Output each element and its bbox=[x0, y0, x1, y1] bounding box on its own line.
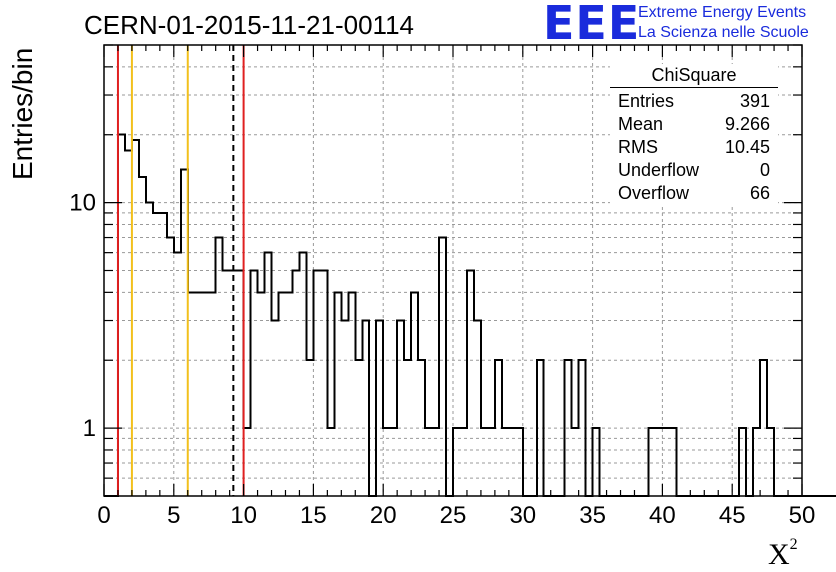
x-axis-label-base: X bbox=[768, 538, 790, 571]
stats-label: Underflow bbox=[618, 160, 700, 180]
stats-value: 0 bbox=[759, 160, 770, 180]
stats-label: Entries bbox=[618, 91, 675, 111]
organization-block: Extreme Energy Events La Scienza nelle S… bbox=[638, 3, 809, 43]
x-axis-label-superscript: 2 bbox=[789, 536, 798, 553]
stats-value: 66 bbox=[749, 183, 770, 203]
chart-title: CERN-01-2015-11-21-00114 bbox=[84, 10, 415, 40]
x-tick-label: 50 bbox=[789, 502, 816, 529]
x-tick-label: 45 bbox=[719, 502, 746, 529]
y-tick-label: 1 bbox=[83, 415, 96, 442]
stats-row-overflow: Overflow 66 bbox=[610, 182, 778, 205]
axes-frame bbox=[103, 44, 803, 497]
x-tick-label: 40 bbox=[649, 502, 676, 529]
stats-label: Overflow bbox=[618, 183, 690, 203]
x-tick-label: 35 bbox=[579, 502, 606, 529]
x-tick-label: 5 bbox=[167, 502, 180, 529]
x-axis-label: X2 bbox=[768, 536, 798, 572]
stats-title: ChiSquare bbox=[610, 64, 778, 88]
stats-row-mean: Mean 9.266 bbox=[610, 113, 778, 136]
organization-line1: Extreme Energy Events bbox=[638, 4, 807, 21]
y-tick-label: 10 bbox=[69, 190, 96, 217]
reference-lines bbox=[116, 45, 245, 496]
x-tick-label: 25 bbox=[440, 502, 467, 529]
x-tick-label: 30 bbox=[509, 502, 536, 529]
stats-row-underflow: Underflow 0 bbox=[610, 159, 778, 182]
eee-logo: EEE bbox=[543, 0, 641, 50]
x-tick-label: 0 bbox=[97, 502, 110, 529]
x-tick-label: 20 bbox=[370, 502, 397, 529]
stats-value: 391 bbox=[739, 91, 770, 111]
stats-label: Mean bbox=[618, 114, 664, 134]
stats-value: 9.266 bbox=[724, 114, 770, 134]
x-tick-label: 15 bbox=[300, 502, 327, 529]
y-axis-label: Entries/bin bbox=[7, 47, 38, 180]
stats-box: ChiSquare Entries 391 Mean 9.266 RMS 10.45 … bbox=[610, 64, 778, 205]
organization-line2: La Scienza nelle Scuole bbox=[638, 24, 809, 41]
stats-value: 10.45 bbox=[724, 137, 770, 157]
tick-labels: 0 5 10 15 20 25 30 35 40 45 50 1 10 bbox=[69, 190, 815, 529]
stats-row-rms: RMS 10.45 bbox=[610, 136, 778, 159]
stats-row-entries: Entries 391 bbox=[610, 90, 778, 113]
stats-label: RMS bbox=[618, 137, 658, 157]
x-tick-label: 10 bbox=[230, 502, 257, 529]
